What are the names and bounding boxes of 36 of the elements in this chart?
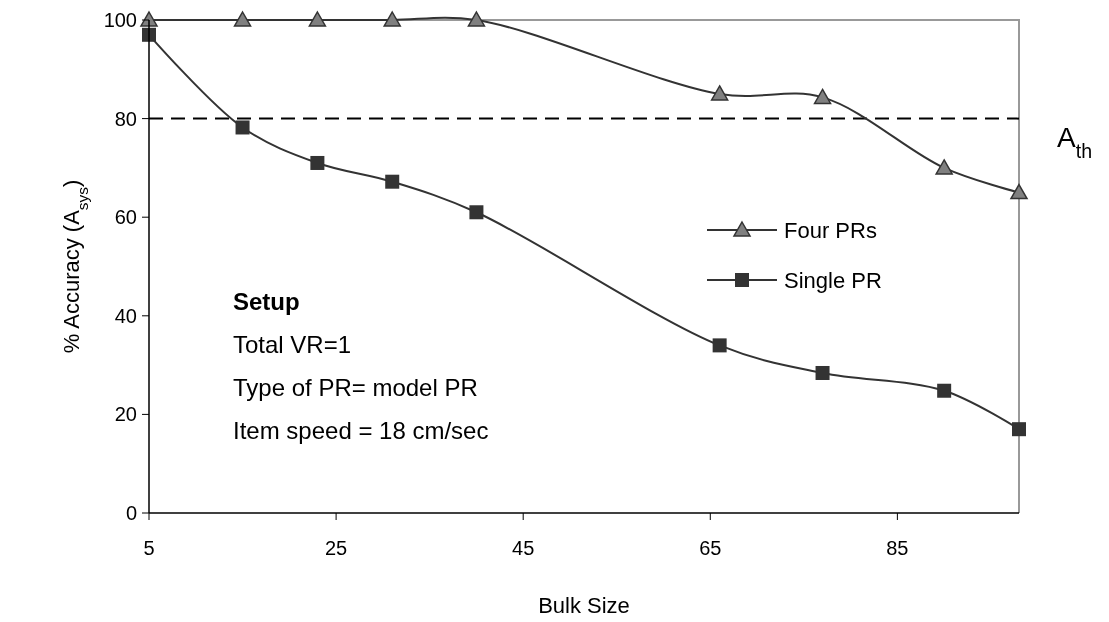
x-tick-label: 25 — [324, 537, 348, 559]
annotation: Type of PR= model PR — [233, 374, 478, 401]
y-tick-label: 0 — [125, 502, 137, 524]
y-tick-label: 40 — [114, 304, 137, 327]
point — [385, 174, 400, 189]
point — [712, 338, 727, 353]
x-tick-label: 5 — [143, 537, 155, 559]
x-tick-label: 45 — [512, 537, 535, 559]
annotation: Item speed = 18 cm/sec — [233, 417, 489, 444]
point — [235, 120, 250, 135]
point — [1012, 422, 1026, 437]
point — [308, 11, 327, 27]
y-tick-label: 20 — [114, 403, 137, 426]
annotation: Total VR=1 — [233, 331, 352, 358]
point — [937, 383, 952, 398]
point — [813, 88, 832, 105]
x-axis-title: Bulk Size — [538, 593, 630, 618]
point — [469, 205, 484, 220]
y-tick-label: 60 — [114, 206, 137, 229]
legend-label: Four PRs — [784, 218, 877, 243]
annotation: Setup — [233, 288, 300, 315]
point — [140, 11, 158, 27]
point — [467, 11, 486, 27]
legend-label: Single PR — [784, 268, 882, 293]
point — [383, 11, 401, 27]
x-tick-label: 85 — [886, 537, 909, 559]
y-tick-label: 100 — [103, 9, 137, 31]
x-tick-label: 65 — [699, 537, 722, 559]
point — [233, 11, 252, 27]
point — [310, 155, 325, 170]
point — [815, 365, 830, 380]
point — [935, 159, 953, 175]
point — [1010, 183, 1028, 200]
ref-line-label: A$_{th}$ — [1057, 121, 1093, 162]
y-tick-label: 80 — [114, 107, 137, 130]
point — [710, 85, 729, 101]
